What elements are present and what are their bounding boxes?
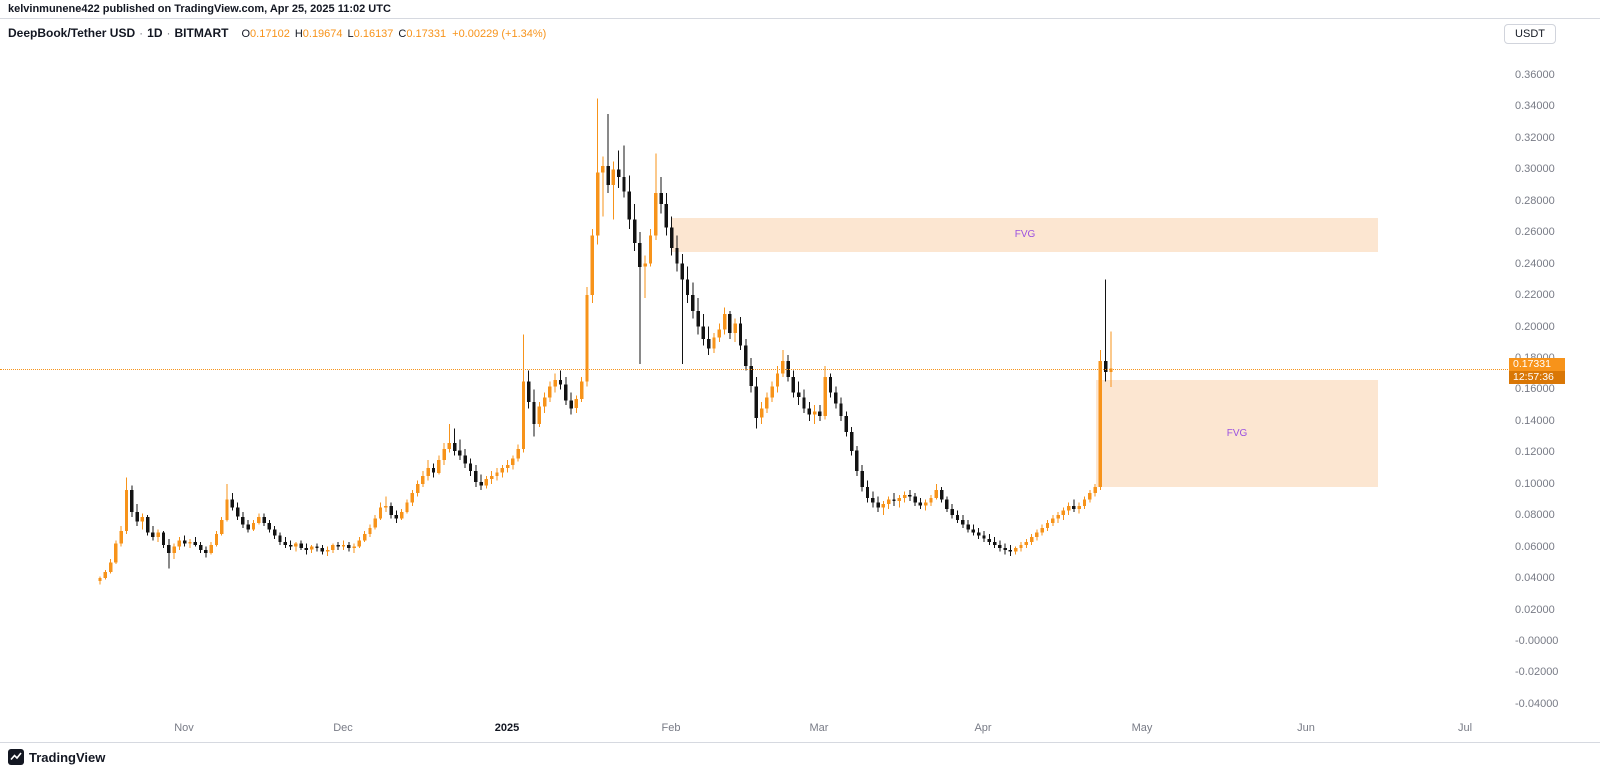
price-axis[interactable]: 0.17331 12:57:36 0.36000 0.34000 0.32000 0.…	[1508, 0, 1600, 742]
current-price-badge: 0.17331 12:57:36	[1509, 357, 1565, 384]
footer-bar: TradingView	[0, 742, 1600, 782]
attribution-bar: kelvinmunene422 published on TradingView…	[0, 0, 1600, 19]
fvg-zone[interactable]: FVG	[1096, 380, 1378, 487]
time-axis-label: Jun	[1297, 722, 1315, 734]
symbol-title[interactable]: DeepBook/Tether USD	[8, 26, 136, 40]
price-axis-label: 0.08000	[1515, 509, 1555, 522]
time-axis-label: Jul	[1457, 722, 1473, 734]
time-axis-label: May	[1131, 722, 1153, 734]
price-axis-label: 0.32000	[1515, 131, 1555, 144]
time-axis-label: 2025	[494, 722, 520, 734]
current-price-value: 0.17331	[1509, 357, 1565, 371]
price-axis-label: -0.00000	[1515, 635, 1559, 647]
fvg-zone[interactable]: FVG	[672, 218, 1378, 252]
price-axis-label: 0.30000	[1515, 163, 1555, 176]
tradingview-logo[interactable]: TradingView	[8, 749, 105, 765]
low-value: 0.16137	[353, 28, 394, 40]
tradingview-wordmark: TradingView	[29, 749, 106, 765]
price-axis-label: 0.20000	[1515, 320, 1555, 333]
close-value: 0.17331	[406, 28, 447, 40]
change-value: +0.00229 (+1.34%)	[452, 28, 547, 40]
high-value: 0.19674	[302, 28, 343, 40]
exchange-label: BITMART	[174, 26, 229, 40]
fvg-label: FVG	[1014, 229, 1036, 241]
currency-toggle-button[interactable]: USDT	[1504, 24, 1556, 44]
low-label: L	[347, 28, 354, 40]
price-axis-label: 0.12000	[1515, 446, 1555, 459]
close-label: C	[398, 28, 407, 40]
attribution-text: kelvinmunene422 published on TradingView…	[8, 3, 391, 15]
time-axis-label: Dec	[333, 722, 353, 734]
high-label: H	[294, 28, 303, 40]
price-axis-label: -0.02000	[1515, 666, 1559, 679]
separator-dot: ·	[166, 26, 171, 40]
price-axis-label: 0.10000	[1515, 477, 1555, 490]
price-axis-label: 0.28000	[1515, 194, 1555, 207]
fvg-label: FVG	[1226, 427, 1248, 439]
time-axis[interactable]: Nov Dec 2025 Feb Mar Apr May Jun Jul	[0, 718, 1508, 742]
tradingview-logo-icon	[8, 749, 24, 765]
time-axis-label: Mar	[809, 722, 829, 734]
price-axis-label: 0.36000	[1515, 68, 1555, 81]
price-axis-label: 0.14000	[1515, 414, 1555, 427]
time-axis-label: Nov	[174, 722, 194, 734]
open-label: O	[241, 28, 251, 40]
price-axis-label: 0.34000	[1515, 100, 1555, 113]
price-axis-label: 0.26000	[1515, 226, 1555, 239]
current-price-line	[0, 368, 1508, 370]
separator-dot: ·	[139, 26, 144, 40]
price-axis-label: -0.04000	[1515, 697, 1559, 710]
ohlc-readout: O 0.17102 H 0.19674 L 0.16137 C 0.17331 +0.0…	[236, 28, 546, 40]
time-axis-label: Feb	[661, 722, 681, 734]
interval-label[interactable]: 1D	[147, 26, 163, 40]
bar-countdown: 12:57:36	[1509, 370, 1565, 384]
price-axis-label: 0.02000	[1515, 603, 1555, 616]
price-axis-label: 0.16000	[1515, 383, 1555, 396]
price-axis-label: 0.04000	[1515, 572, 1555, 585]
price-axis-label: 0.24000	[1515, 257, 1555, 270]
time-axis-label: Apr	[974, 722, 992, 734]
price-axis-label: 0.06000	[1515, 540, 1555, 553]
open-value: 0.17102	[250, 28, 290, 40]
price-axis-label: 0.22000	[1515, 289, 1555, 302]
chart-legend[interactable]: DeepBook/Tether USD · 1D · BITMART O 0.17…	[8, 26, 546, 40]
